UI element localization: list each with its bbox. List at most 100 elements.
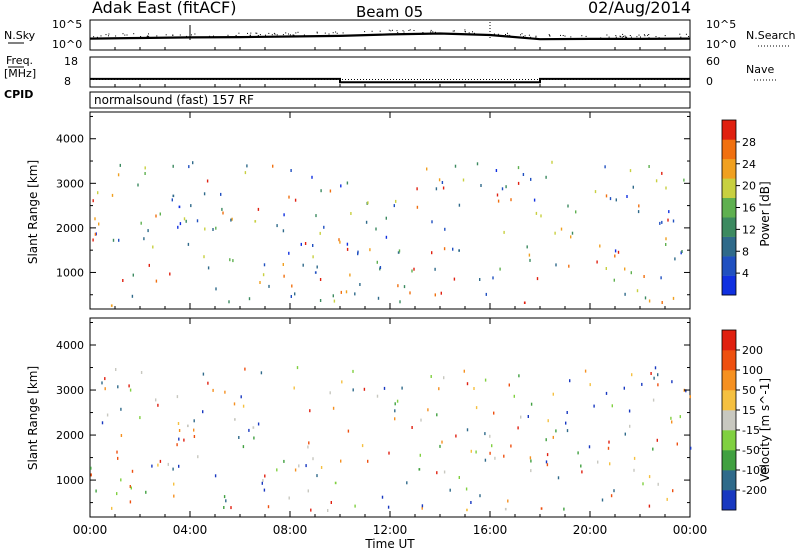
power-cell — [92, 199, 94, 203]
noise-point — [409, 29, 411, 31]
velocity-cell — [652, 398, 655, 402]
velocity-cell — [193, 428, 195, 432]
velocity-cell — [347, 429, 350, 433]
velocity-cell — [361, 444, 364, 448]
noise-point — [265, 34, 266, 36]
power-cell — [672, 296, 675, 300]
freq-left-tick-high: 18 — [64, 55, 78, 68]
power-cell — [312, 255, 314, 259]
velocity-cell — [90, 473, 92, 477]
velocity-cell — [652, 447, 654, 451]
velocity-cell — [193, 435, 196, 438]
noise-point — [235, 35, 237, 36]
power-cell — [196, 219, 199, 223]
velocity-cell — [624, 432, 626, 436]
power-cell — [215, 287, 217, 291]
velocity-cell — [475, 450, 477, 454]
velocity-cell — [117, 456, 119, 460]
power-cell — [510, 198, 512, 202]
velocity-cell — [234, 418, 236, 421]
noise-point — [624, 35, 626, 37]
noise-point — [608, 36, 610, 38]
noise-point — [497, 33, 499, 35]
velocity-cell — [530, 459, 532, 463]
noise-point — [623, 35, 624, 37]
power-cell — [681, 250, 683, 253]
velocity-cell — [139, 416, 141, 420]
power-cell — [246, 164, 248, 168]
power-y-tick-label: 3000 — [56, 177, 84, 190]
power-cell — [231, 217, 233, 221]
velocity-cell — [238, 436, 240, 439]
velocity-cell — [101, 381, 103, 385]
noise-point — [297, 31, 299, 33]
noise-point — [473, 32, 475, 34]
power-cell — [244, 171, 247, 175]
power-cell — [171, 198, 173, 202]
power-cell — [434, 267, 436, 271]
noise-point — [600, 37, 602, 39]
noise-point — [328, 33, 330, 35]
velocity-cell — [648, 504, 651, 508]
power-colorbar-cell — [722, 158, 736, 179]
noise-point — [271, 34, 273, 36]
noise-point — [402, 30, 404, 32]
velocity-cell — [173, 494, 175, 498]
power-cell — [268, 284, 270, 288]
noise-point — [644, 35, 646, 37]
velocity-cell — [566, 429, 569, 433]
noise-point — [100, 35, 102, 37]
velocity-cell — [129, 388, 132, 392]
velocity-cell — [581, 470, 583, 474]
power-y-axis: 1000 2000 3000 4000 — [56, 115, 690, 296]
power-cell — [143, 237, 145, 241]
power-colorbar-label: Power [dB] — [758, 181, 772, 246]
velocity-cell — [552, 435, 554, 439]
power-cell — [259, 281, 261, 284]
power-cell — [551, 160, 553, 164]
noise-point — [648, 34, 650, 35]
power-cell — [397, 284, 399, 288]
velocity-cell — [396, 399, 399, 403]
velocity-cell — [420, 418, 422, 422]
power-cell — [637, 210, 640, 214]
power-cell — [290, 295, 292, 298]
power-cell — [144, 166, 146, 170]
power-cell — [147, 229, 149, 233]
velocity-cell — [383, 386, 386, 390]
power-cell — [155, 214, 157, 218]
power-cell — [668, 210, 670, 214]
velocity-cell — [503, 454, 505, 458]
power-cell — [367, 201, 369, 205]
noise-point — [621, 36, 623, 38]
velocity-cell — [376, 394, 379, 398]
power-y-label: Slant Range [km] — [26, 160, 40, 264]
power-cell — [172, 164, 174, 168]
noise-left-tick-low: 10^0 — [52, 38, 82, 51]
velocity-cell — [242, 404, 245, 408]
power-cell — [222, 211, 224, 215]
power-cell — [232, 259, 234, 263]
velocity-cell — [116, 450, 118, 454]
velocity-cell — [650, 372, 652, 375]
noise-point — [562, 35, 564, 36]
power-cell — [499, 267, 501, 271]
velocity-colorbar-cell — [722, 370, 736, 391]
freq-right-tick-low: 0 — [706, 75, 713, 88]
velocity-cell — [411, 426, 413, 429]
velocity-colorbar-tick-label: -100 — [742, 464, 767, 477]
noise-right-tick-high: 10^5 — [706, 18, 736, 31]
velocity-cell — [569, 379, 571, 383]
velocity-cell — [187, 424, 189, 428]
velocity-cell — [654, 366, 657, 370]
velocity-cell — [607, 446, 610, 450]
velocity-y-label: Slant Range [km] — [26, 366, 40, 470]
velocity-cell — [261, 481, 263, 485]
power-cell — [338, 238, 340, 242]
noise-point — [625, 36, 627, 38]
power-colorbar-cell — [722, 256, 736, 276]
velocity-cell — [449, 488, 451, 492]
power-cell — [177, 225, 179, 229]
velocity-cell — [580, 464, 582, 468]
power-cell — [441, 181, 444, 184]
